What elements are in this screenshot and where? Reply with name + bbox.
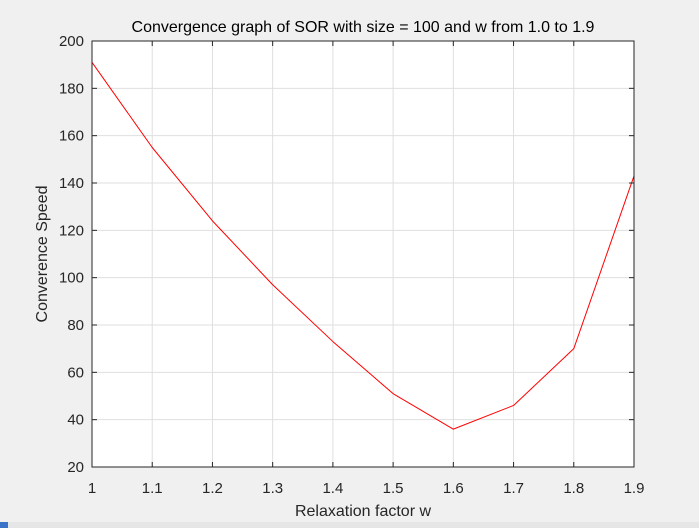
y-tick-labels: 20 40 60 80 100 120 140 160 180 200 — [59, 33, 84, 476]
chart-title: Convergence graph of SOR with size = 100… — [132, 19, 595, 36]
window-bottom-strip — [0, 522, 699, 528]
x-tick-label: 1.1 — [142, 480, 163, 497]
axes-frame — [91, 40, 635, 468]
y-tick-label: 40 — [67, 412, 84, 429]
y-tick-label: 140 — [59, 175, 84, 192]
window-bottom-accent — [0, 522, 8, 528]
y-tick-label: 60 — [67, 364, 84, 381]
x-tick-label: 1.7 — [503, 480, 524, 497]
x-tick-label: 1.6 — [443, 480, 464, 497]
x-tick-label: 1 — [88, 480, 96, 497]
y-tick-label: 180 — [59, 80, 84, 97]
y-tick-label: 20 — [67, 459, 84, 476]
axes-box — [91, 40, 635, 468]
x-tick-label: 1.4 — [322, 480, 343, 497]
y-tick-label: 120 — [59, 222, 84, 239]
y-tick-label: 80 — [67, 317, 84, 334]
x-tick-label: 1.2 — [202, 480, 223, 497]
y-tick-label: 200 — [59, 33, 84, 50]
y-tick-label: 160 — [59, 128, 84, 145]
x-tick-label: 1.8 — [563, 480, 584, 497]
x-tick-labels: 1 1.1 1.2 1.3 1.4 1.5 1.6 1.7 1.8 1.9 — [88, 480, 645, 497]
y-tick-label: 100 — [59, 270, 84, 287]
x-tick-label: 1.5 — [383, 480, 404, 497]
x-tick-label: 1.9 — [624, 480, 645, 497]
axes-background — [92, 41, 634, 467]
x-tick-label: 1.3 — [262, 480, 283, 497]
x-axis-label: Relaxation factor w — [295, 503, 432, 520]
series-layer — [91, 62, 635, 430]
series-line — [91, 62, 635, 430]
y-axis-label: Converence Speed — [34, 186, 51, 323]
